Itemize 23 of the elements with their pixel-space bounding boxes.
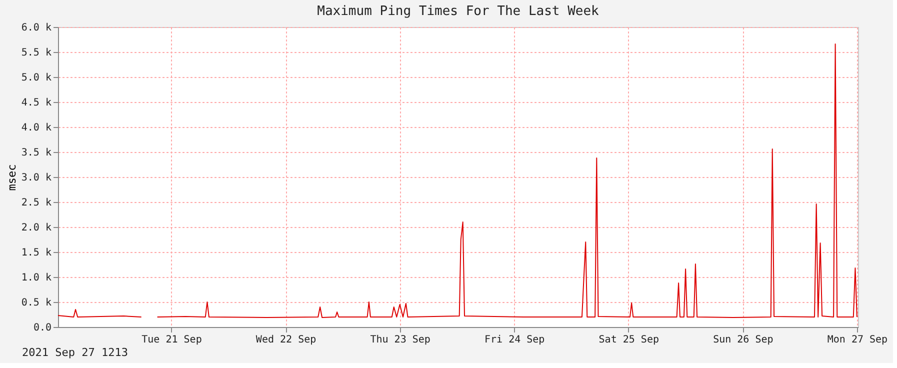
x-tick-label: Sat 25 Sep bbox=[598, 334, 660, 346]
y-tick-label: 1.5 k bbox=[21, 248, 52, 258]
x-tick-label: Mon 27 Sep bbox=[827, 334, 888, 346]
x-tick-label: Sun 26 Sep bbox=[713, 334, 774, 346]
y-tick-label: 3.0 k bbox=[21, 172, 52, 184]
y-tick-label: 5.5 k bbox=[21, 48, 52, 58]
x-tick-label: Tue 21 Sep bbox=[142, 334, 202, 346]
x-tick-label: Fri 24 Sep bbox=[484, 334, 545, 346]
y-tick-label: 2.5 k bbox=[21, 198, 52, 208]
y-axis-title: msec bbox=[5, 164, 18, 191]
y-tick-label: 4.5 k bbox=[21, 98, 52, 108]
y-tick-label: 6.0 k bbox=[21, 22, 52, 34]
y-tick-label: 4.0 k bbox=[21, 122, 52, 134]
y-tick-label: 1.0 k bbox=[21, 272, 52, 284]
x-tick-label: Thu 23 Sep bbox=[370, 334, 430, 346]
y-tick-label: 2.0 k bbox=[21, 222, 52, 234]
y-tick-label: 0.0 bbox=[33, 322, 52, 334]
y-tick-label: 3.5 k bbox=[21, 148, 52, 158]
text: 2021 Sep 27 1213 bbox=[22, 346, 128, 359]
y-tick-label: 5.0 k bbox=[21, 72, 52, 84]
y-tick-label: 0.5 k bbox=[21, 298, 52, 308]
x-tick-label: Wed 22 Sep bbox=[256, 334, 316, 346]
chart-title: Maximum Ping Times For The Last Week bbox=[317, 4, 600, 19]
